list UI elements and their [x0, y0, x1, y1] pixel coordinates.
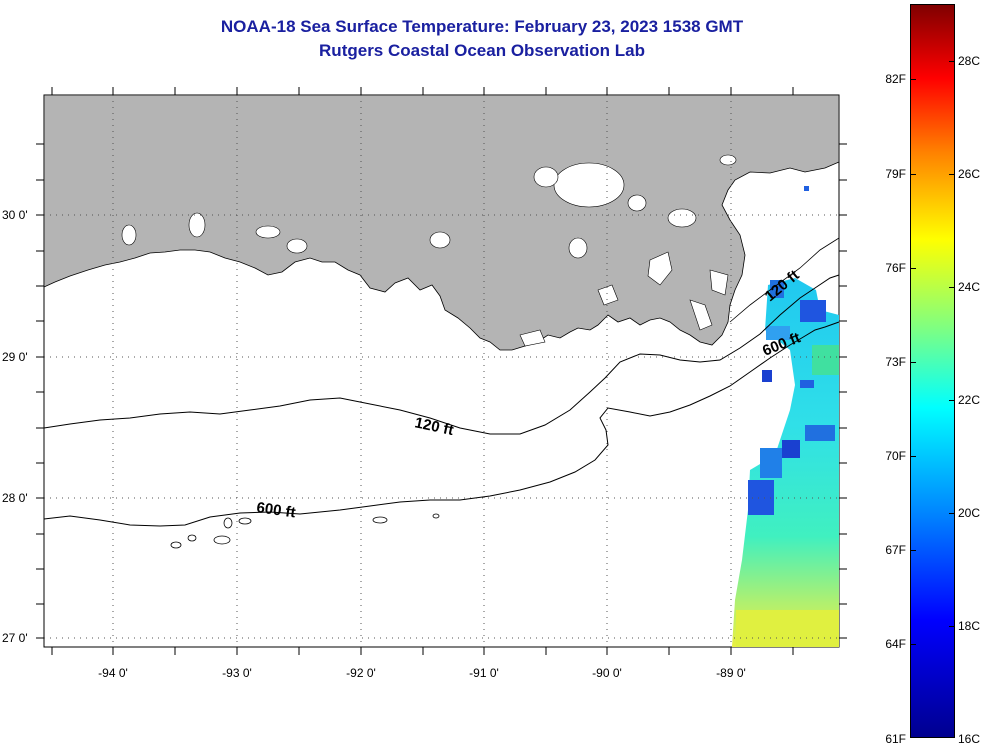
colorbar-tick — [910, 644, 916, 645]
colorbar-f-76: 76F — [885, 261, 906, 275]
contour-120ft — [43, 274, 840, 435]
lat-label-27: 27 0' — [2, 631, 28, 645]
lon-label-90: -90 0' — [592, 666, 622, 680]
colorbar-c-24: 24C — [958, 280, 981, 294]
colorbar-c-20: 20C — [958, 506, 981, 520]
colorbar-tick — [910, 456, 916, 457]
delta-islands — [519, 251, 729, 347]
lat-label-30: 30 0' — [2, 208, 28, 222]
sst-swath — [732, 186, 839, 647]
colorbar-c-26: 26C — [958, 167, 981, 181]
colorbar-f-70: 70F — [885, 449, 906, 463]
lon-label-89: -89 0' — [716, 666, 746, 680]
colorbar-c-16: 16C — [958, 732, 981, 746]
lon-label-91: -91 0' — [469, 666, 499, 680]
lon-label-94: -94 0' — [98, 666, 128, 680]
contour-600ft — [43, 321, 840, 527]
map-subtitle: Rutgers Coastal Ocean Observation Lab — [319, 41, 645, 60]
colorbar-tick — [949, 287, 955, 288]
colorbar-f-73: 73F — [885, 355, 906, 369]
colorbar-c-28: 28C — [958, 54, 981, 68]
colorbar-tick — [949, 174, 955, 175]
colorbar-tick — [949, 626, 955, 627]
colorbar-c-18: 18C — [958, 619, 981, 633]
frame-ticks — [36, 87, 847, 655]
colorbar-c-22: 22C — [958, 393, 981, 407]
lat-label-28: 28 0' — [2, 491, 28, 505]
colorbar-tick — [910, 79, 916, 80]
grid — [44, 95, 839, 647]
colorbar-tick — [910, 268, 916, 269]
colorbar-tick — [949, 400, 955, 401]
colorbar-f-61: 61F — [885, 732, 906, 746]
land-mass — [43, 94, 840, 351]
lakes — [121, 154, 737, 259]
colorbar-tick — [949, 513, 955, 514]
temperature-colorbar — [910, 4, 955, 738]
colorbar-f-79: 79F — [885, 167, 906, 181]
lon-label-93: -93 0' — [222, 666, 252, 680]
colorbar-f-64: 64F — [885, 637, 906, 651]
colorbar-tick — [910, 550, 916, 551]
colorbar-tick — [949, 61, 955, 62]
colorbar-tick — [910, 174, 916, 175]
map-title: NOAA-18 Sea Surface Temperature: Februar… — [220, 17, 744, 36]
colorbar-tick — [910, 362, 916, 363]
lat-label-29: 29 0' — [2, 350, 28, 364]
contour-label-600ft-west: 600 ft — [255, 499, 296, 521]
colorbar-f-67: 67F — [885, 543, 906, 557]
lon-label-92: -92 0' — [346, 666, 376, 680]
contour-blobs — [170, 237, 840, 549]
colorbar-f-82: 82F — [885, 72, 906, 86]
